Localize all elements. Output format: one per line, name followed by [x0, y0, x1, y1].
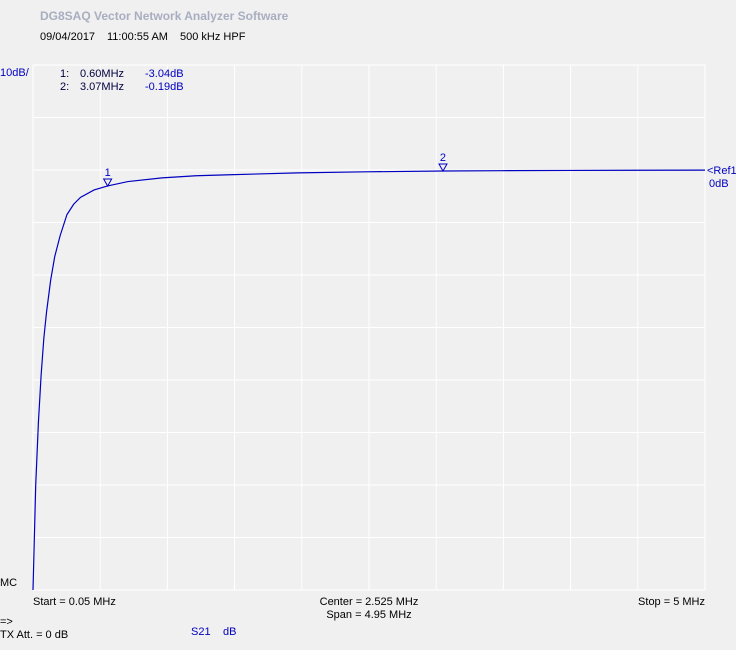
- marker-readout-freq: 0.60MHz: [80, 68, 124, 80]
- unit-label: dB: [223, 626, 236, 638]
- param-label: S21: [191, 626, 211, 638]
- marker-id: 1: [105, 167, 111, 179]
- arrow-label: =>: [0, 616, 13, 628]
- marker-readout-value: -0.19dB: [145, 81, 184, 93]
- marker: [438, 163, 448, 173]
- time: 11:00:55 AM: [107, 31, 168, 43]
- marker-readout-freq: 3.07MHz: [80, 81, 124, 93]
- center-label: Center = 2.525 MHz: [320, 596, 419, 608]
- marker: [102, 178, 113, 187]
- start-label: Start = 0.05 MHz: [33, 596, 116, 608]
- ref-value-label: 0dB: [709, 178, 729, 190]
- marker-readout-id: 1:: [60, 68, 69, 80]
- bottom-label: MC: [0, 577, 17, 589]
- marker-readout-value: -3.04dB: [145, 68, 184, 80]
- scale-label: 10dB/: [0, 67, 30, 79]
- marker-readout-id: 2:: [60, 81, 69, 93]
- marker-id: 2: [440, 152, 446, 164]
- tx-label: TX Att. = 0 dB: [0, 629, 68, 641]
- date: 09/04/2017: [40, 31, 95, 43]
- chart-title: DG8SAQ Vector Network Analyzer Software: [40, 9, 289, 23]
- span-label: Span = 4.95 MHz: [326, 609, 411, 621]
- subtitle: 500 kHz HPF: [180, 31, 246, 43]
- ref-label: <Ref1: [707, 165, 736, 177]
- stop-label: Stop = 5 MHz: [638, 596, 705, 608]
